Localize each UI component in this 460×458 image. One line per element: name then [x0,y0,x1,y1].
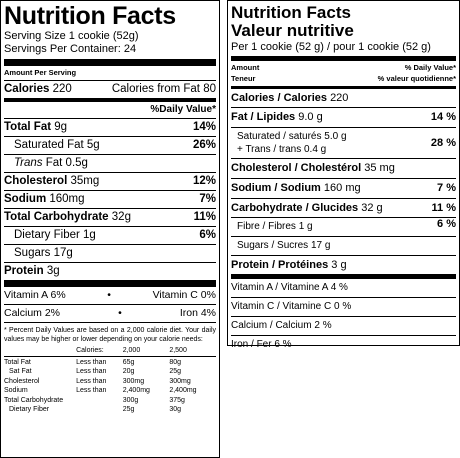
bullet-icon: • [118,307,122,319]
ca-vitamin-c: Vitamin C / Vitamine C 0 % [231,301,352,312]
nutrient-row-saturated-fat: Saturated Fat 5g 26% [14,139,216,151]
ca-row-carbohydrate: Carbohydrate / Glucides 32 g 11 % [231,202,456,214]
vitamin-row-2: Calcium 2% • Iron 4% [4,305,216,322]
vitamin-row-1: Vitamin A 6% • Vitamin C 0% [4,287,216,304]
ca-calcium: Calcium / Calcium 2 % [231,320,332,331]
ca-row-sugars: Sugars / Sucres 17 g [237,240,331,251]
amount-per-serving: Amount Per Serving [4,68,77,77]
bullet-icon: • [107,289,111,301]
calories-row: Calories 220 Calories from Fat 80 [4,81,216,98]
ca-row-protein: Protein / Protéines 3 g [231,259,347,271]
nutrient-row-total-carbohydrate: Total Carbohydrate 32g 11% [4,211,216,223]
reference-row: Sat Fat Less than 20g 25g [9,368,182,375]
nutrient-row-trans-fat: Trans Fat 0.5g [14,157,88,169]
reference-header-row: Calories: 2,000 2,500 [76,347,187,354]
daily-value-reference-table: Calories: 2,000 2,500 Total Fat Less tha… [4,346,216,415]
daily-value-footnote: * Percent Daily Values are based on a 2,… [4,327,216,343]
calories-from-fat: Calories from Fat 80 [111,83,216,95]
nutrient-row-sugars: Sugars 17g [14,247,73,259]
nutrient-row-protein: Protein 3g [4,265,60,277]
calories-value: 220 [52,83,72,95]
ca-row-cholesterol: Cholesterol / Cholestérol 35 mg [231,162,395,174]
ca-calories-row: Calories / Calories 220 [231,92,349,104]
daily-value-header: %Daily Value* [150,104,216,115]
ca-amount-header: Amount % Daily Value* [231,63,456,72]
reference-row: Total Carbohydrate 300g 375g [4,396,185,404]
canada-nutrition-label: Nutrition Facts Valeur nutritive Per 1 c… [227,0,460,350]
serving-size: Serving Size 1 cookie (52g) [4,30,139,42]
reference-row: Sodium Less than 2,400mg 2,400mg [4,387,197,394]
nutrient-row-dietary-fiber: Dietary Fiber 1g 6% [14,229,216,241]
ca-row-sodium: Sodium / Sodium 160 mg 7 % [231,182,456,194]
ca-vitamin-a: Vitamin A / Vitamine A 4 % [231,282,348,293]
calories-label: Calories [4,83,50,95]
nutrient-row-sodium: Sodium 160mg 7% [4,193,216,205]
us-nutrition-label: Nutrition Facts Serving Size 1 cookie (5… [0,0,220,458]
ca-title-fr: Valeur nutritive [231,21,354,40]
ca-row-saturated-trans: Saturated / saturés 5.0 g + Trans / tran… [237,131,456,155]
ca-serving: Per 1 cookie (52 g) / pour 1 cookie (52 … [231,41,431,53]
nutrient-row-cholesterol: Cholesterol 35mg 12% [4,175,216,187]
ca-iron: Iron / Fer 6 % [231,339,292,350]
reference-row: Dietary Fiber 25g 30g [9,406,182,413]
ca-title-en: Nutrition Facts [231,3,351,22]
ca-row-fibre: Fibre / Fibres 1 g 6 % [237,218,456,232]
ca-teneur-header: Teneur % valeur quotidienne* [231,74,456,83]
reference-row: Total Fat Less than 65g 80g [4,358,182,366]
us-title: Nutrition Facts [4,2,176,30]
reference-row: Cholesterol Less than 300mg 300mg [4,377,191,385]
ca-row-fat: Fat / Lipides 9.0 g 14 % [231,111,456,123]
nutrient-row-total-fat: Total Fat 9g 14% [4,121,216,133]
servings-per-container: Servings Per Container: 24 [4,43,137,55]
